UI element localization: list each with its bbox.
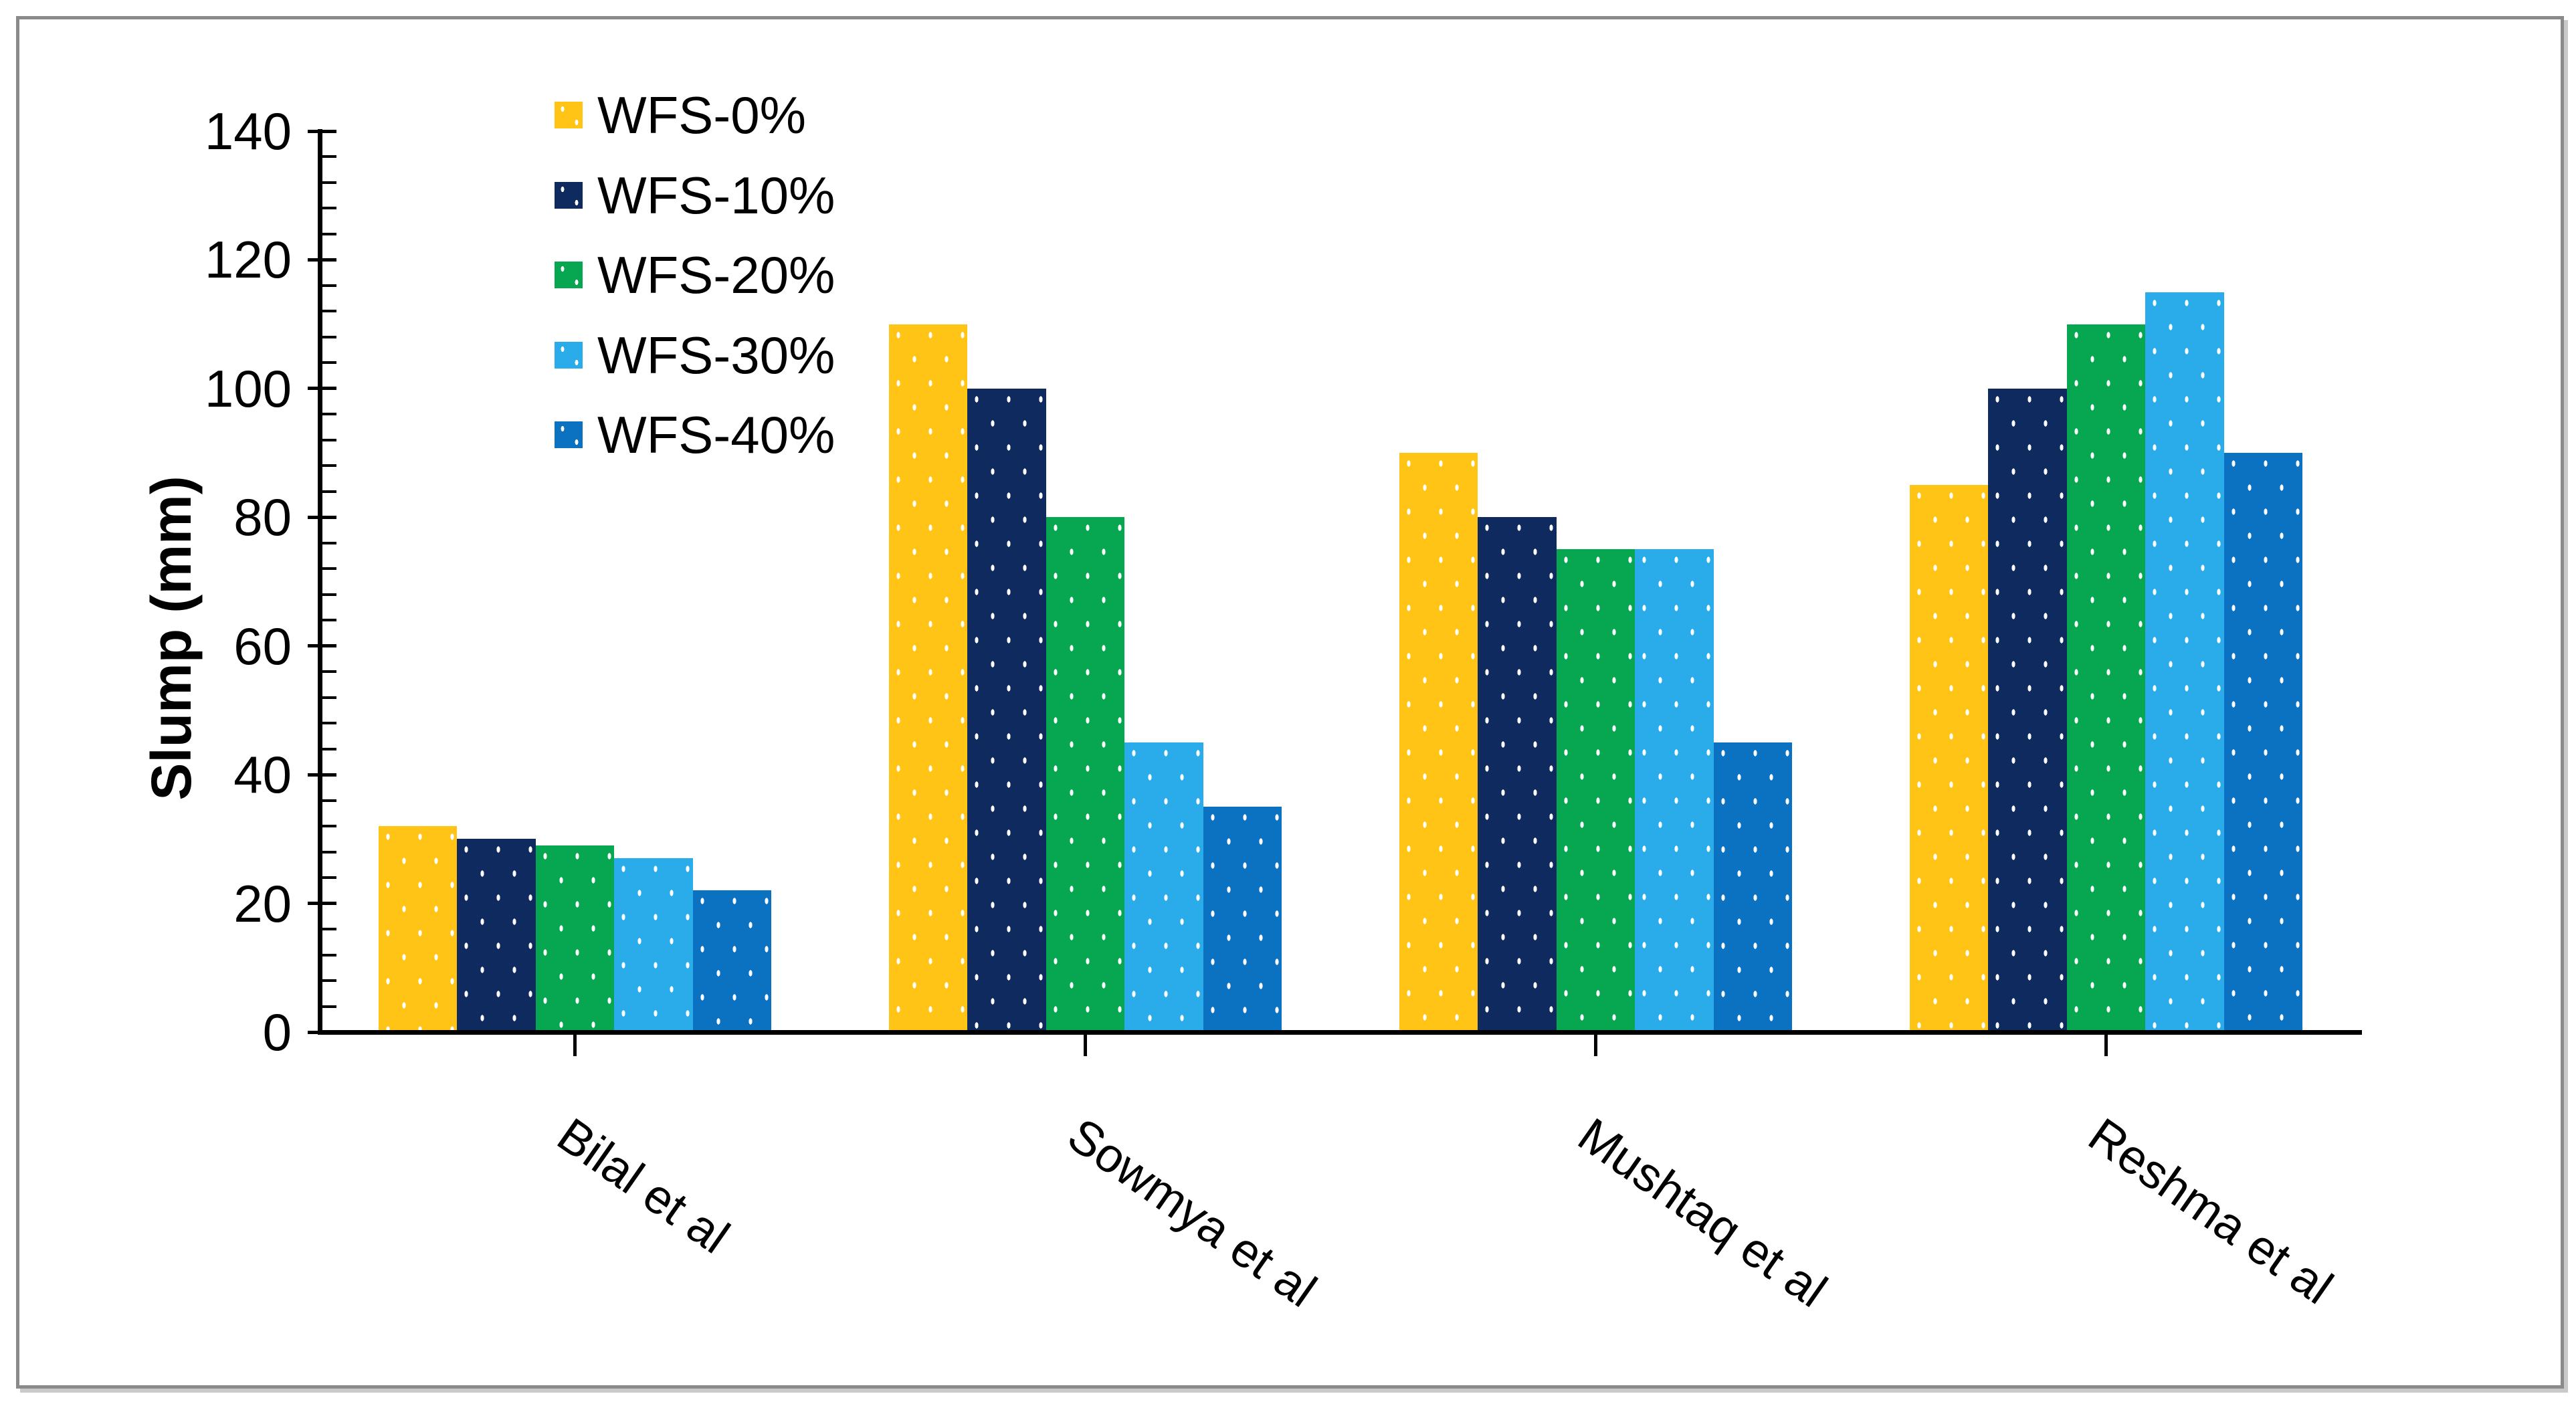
y-minor-tick-92 xyxy=(320,438,336,441)
y-major-tick-120 xyxy=(308,258,336,262)
y-major-tick-60 xyxy=(308,644,336,648)
y-minor-tick-68 xyxy=(320,593,336,596)
y-minor-tick-16 xyxy=(320,928,336,931)
bar-WFS-40%-Mushtaq-et-al xyxy=(1713,742,1793,1032)
y-major-tick-20 xyxy=(308,902,336,906)
y-minor-tick-88 xyxy=(320,464,336,468)
legend-label-WFS-20%: WFS-20% xyxy=(597,245,835,304)
bar-WFS-0%-Reshma-et-al xyxy=(1909,485,1989,1032)
y-major-tick-100 xyxy=(308,387,336,391)
legend-swatch-WFS-30% xyxy=(555,341,583,369)
legend-label-WFS-10%: WFS-10% xyxy=(597,165,835,225)
y-minor-tick-12 xyxy=(320,953,336,956)
bar-WFS-0%-Mushtaq-et-al xyxy=(1399,453,1478,1032)
y-tick-label-80: 80 xyxy=(233,488,292,547)
x-tick-Reshma-et-al xyxy=(2104,1034,2108,1056)
x-tick-Mushtaq-et-al xyxy=(1594,1034,1597,1056)
y-minor-tick-24 xyxy=(320,876,336,880)
y-tick-label-20: 20 xyxy=(233,874,292,933)
y-minor-tick-44 xyxy=(320,747,336,750)
y-minor-tick-96 xyxy=(320,413,336,416)
y-minor-tick-128 xyxy=(320,207,336,210)
y-minor-tick-136 xyxy=(320,155,336,159)
y-minor-tick-4 xyxy=(320,1005,336,1008)
bar-WFS-20%-Reshma-et-al xyxy=(2066,324,2146,1032)
bar-WFS-0%-Sowmya-et-al xyxy=(888,324,968,1032)
bar-WFS-30%-Reshma-et-al xyxy=(2145,292,2224,1032)
y-minor-tick-56 xyxy=(320,670,336,674)
legend-swatch-WFS-10% xyxy=(555,181,583,209)
y-tick-label-120: 120 xyxy=(204,230,292,290)
bar-WFS-30%-Bilal-et-al xyxy=(614,858,693,1032)
y-minor-tick-76 xyxy=(320,541,336,544)
y-major-tick-80 xyxy=(308,515,336,519)
y-tick-label-100: 100 xyxy=(204,359,292,418)
y-minor-tick-104 xyxy=(320,361,336,365)
y-tick-label-140: 140 xyxy=(204,102,292,161)
bar-WFS-30%-Mushtaq-et-al xyxy=(1635,549,1714,1032)
y-minor-tick-72 xyxy=(320,567,336,571)
y-minor-tick-28 xyxy=(320,850,336,853)
legend-label-WFS-30%: WFS-30% xyxy=(597,325,835,385)
bar-WFS-10%-Sowmya-et-al xyxy=(967,388,1046,1032)
bar-WFS-40%-Sowmya-et-al xyxy=(1203,807,1282,1032)
y-minor-tick-48 xyxy=(320,722,336,725)
bar-WFS-20%-Mushtaq-et-al xyxy=(1556,549,1636,1032)
bar-WFS-30%-Sowmya-et-al xyxy=(1124,742,1203,1032)
y-minor-tick-116 xyxy=(320,284,336,287)
y-minor-tick-36 xyxy=(320,799,336,802)
y-major-tick-40 xyxy=(308,773,336,777)
y-minor-tick-84 xyxy=(320,490,336,493)
bar-WFS-10%-Reshma-et-al xyxy=(1988,388,2067,1032)
bar-WFS-20%-Sowmya-et-al xyxy=(1046,517,1125,1032)
legend-label-WFS-40%: WFS-40% xyxy=(597,405,835,464)
y-minor-tick-124 xyxy=(320,232,336,235)
bar-WFS-0%-Bilal-et-al xyxy=(378,826,458,1032)
y-minor-tick-108 xyxy=(320,335,336,338)
y-minor-tick-64 xyxy=(320,619,336,622)
bar-WFS-40%-Bilal-et-al xyxy=(692,890,772,1032)
x-axis-line xyxy=(318,1030,2362,1035)
y-tick-label-0: 0 xyxy=(262,1003,292,1062)
bar-WFS-20%-Bilal-et-al xyxy=(535,845,615,1032)
bar-WFS-40%-Reshma-et-al xyxy=(2223,453,2303,1032)
y-tick-label-40: 40 xyxy=(233,745,292,805)
y-minor-tick-8 xyxy=(320,979,336,983)
bar-WFS-10%-Bilal-et-al xyxy=(457,839,536,1032)
legend-label-WFS-0%: WFS-0% xyxy=(597,86,806,144)
legend-swatch-WFS-0% xyxy=(555,102,583,128)
y-axis-line xyxy=(318,129,322,1034)
y-minor-tick-52 xyxy=(320,696,336,699)
x-tick-Bilal-et-al xyxy=(573,1034,577,1056)
y-minor-tick-132 xyxy=(320,181,336,184)
y-tick-label-60: 60 xyxy=(233,616,292,676)
y-major-tick-0 xyxy=(308,1030,336,1034)
y-minor-tick-112 xyxy=(320,310,336,313)
legend-swatch-WFS-40% xyxy=(555,421,583,448)
y-major-tick-140 xyxy=(308,129,336,133)
legend-swatch-WFS-20% xyxy=(555,262,583,288)
y-minor-tick-32 xyxy=(320,825,336,828)
bar-WFS-10%-Mushtaq-et-al xyxy=(1478,517,1557,1032)
x-tick-Sowmya-et-al xyxy=(1084,1034,1087,1056)
